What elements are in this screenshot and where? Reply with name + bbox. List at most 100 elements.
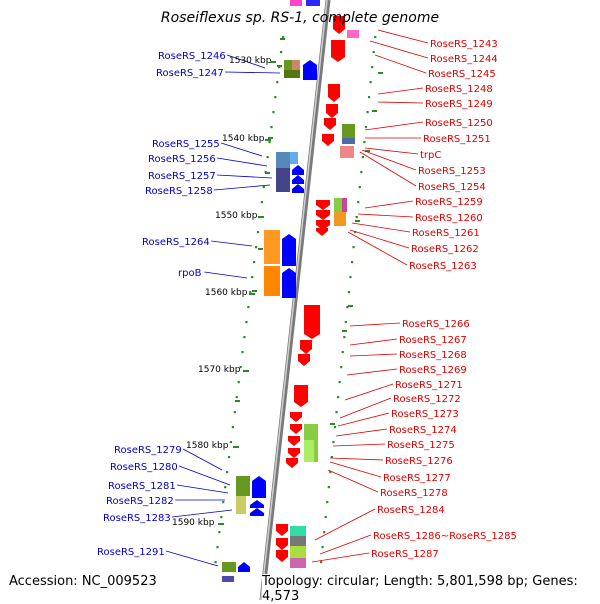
tick-dot bbox=[229, 441, 233, 444]
gene-block bbox=[222, 562, 236, 572]
gene-block bbox=[290, 546, 306, 558]
tick-dot bbox=[233, 411, 236, 414]
gene-block bbox=[342, 138, 355, 144]
gene-block bbox=[222, 576, 234, 582]
reverse-gene-arrow bbox=[290, 424, 302, 434]
kbp-tick bbox=[233, 446, 239, 448]
tick-dash bbox=[258, 248, 263, 250]
right-gene-label: RoseRS_1263 bbox=[409, 261, 477, 272]
tick-dot bbox=[262, 186, 265, 189]
reverse-gene-arrow bbox=[300, 340, 312, 354]
tick-dash bbox=[378, 72, 383, 74]
right-gene-label: RoseRS_1254 bbox=[418, 182, 486, 193]
tick-dot bbox=[329, 471, 332, 474]
right-gene-label: RoseRS_1261 bbox=[412, 228, 480, 239]
forward-gene-arrow bbox=[303, 60, 317, 80]
left-connector bbox=[172, 509, 233, 518]
tick-dot bbox=[218, 531, 221, 534]
right-connector bbox=[319, 534, 372, 555]
forward-gene-arrow bbox=[250, 508, 264, 516]
left-gene-label: RoseRS_1256 bbox=[148, 154, 216, 165]
tick-dot bbox=[235, 396, 238, 399]
tick-dot bbox=[253, 261, 256, 264]
tick-dot bbox=[341, 351, 344, 354]
right-connector bbox=[329, 461, 382, 478]
gene-block bbox=[284, 70, 300, 78]
tick-dot bbox=[350, 261, 354, 264]
reverse-gene-arrow bbox=[331, 40, 345, 62]
tick-dot bbox=[363, 141, 366, 144]
tick-dot bbox=[256, 231, 260, 234]
tick-dot bbox=[355, 216, 358, 219]
tick-dot bbox=[371, 66, 374, 69]
tick-dot bbox=[323, 531, 326, 534]
reverse-gene-arrow bbox=[276, 538, 288, 550]
tick-dot bbox=[216, 546, 219, 549]
gene-block bbox=[290, 152, 298, 164]
tick-dot bbox=[330, 456, 334, 459]
tick-dot bbox=[369, 81, 372, 84]
right-gene-label: RoseRS_1259 bbox=[415, 197, 483, 208]
right-connector bbox=[314, 508, 376, 541]
tick-dash bbox=[330, 423, 335, 425]
left-connector bbox=[211, 240, 253, 247]
reverse-gene-arrow bbox=[304, 305, 320, 339]
kbp-label: 1590 kbp bbox=[172, 518, 215, 528]
right-connector bbox=[361, 149, 417, 171]
gene-block bbox=[342, 124, 355, 138]
right-gene-label: RoseRS_1260 bbox=[415, 213, 483, 224]
right-gene-label: RoseRS_1245 bbox=[428, 69, 496, 80]
right-connector bbox=[329, 457, 384, 461]
tick-dot bbox=[237, 381, 240, 384]
right-connector bbox=[357, 213, 414, 218]
right-gene-label: RoseRS_1262 bbox=[411, 244, 479, 255]
gene-labels: RoseRS_1246 RoseRS_1247 RoseRS_1255 RoseRS_… bbox=[97, 39, 517, 560]
reverse-gene-arrow bbox=[333, 16, 345, 34]
gene-block bbox=[292, 60, 300, 78]
tick-dot bbox=[249, 291, 252, 294]
tick-dash bbox=[235, 400, 240, 402]
right-connector bbox=[359, 151, 417, 187]
tick-dot bbox=[372, 51, 375, 54]
tick-dot bbox=[352, 246, 355, 249]
left-connector bbox=[204, 271, 248, 279]
right-gene-label: RoseRS_1244 bbox=[430, 54, 498, 65]
right-connector bbox=[377, 29, 429, 44]
left-gene-label: RoseRS_1247 bbox=[156, 68, 224, 79]
tick-dash bbox=[355, 220, 360, 222]
tick-dot bbox=[338, 381, 341, 384]
tick-dot bbox=[337, 396, 340, 399]
genome-backbone bbox=[259, 0, 331, 600]
right-connector bbox=[327, 469, 379, 493]
right-gene-label: RoseRS_1267 bbox=[399, 335, 467, 346]
tick-dot bbox=[272, 111, 275, 114]
gene-block bbox=[347, 30, 359, 38]
left-gene-label: RoseRS_1281 bbox=[108, 481, 176, 492]
right-connector bbox=[374, 54, 427, 74]
tick-dot bbox=[344, 321, 347, 324]
left-gene-label: RoseRS_1283 bbox=[103, 513, 171, 524]
label-connectors bbox=[165, 29, 429, 567]
tick-dot bbox=[374, 36, 377, 39]
tick-dot bbox=[319, 561, 323, 564]
left-gene-label: RoseRS_1291 bbox=[97, 547, 165, 558]
gene-block bbox=[304, 440, 314, 462]
tick-dot bbox=[247, 306, 250, 309]
right-connector bbox=[349, 322, 401, 327]
gene-block bbox=[342, 198, 347, 212]
gene-block bbox=[290, 0, 302, 6]
right-gene-label: RoseRS_1266 bbox=[402, 319, 470, 330]
reverse-gene-arrow bbox=[276, 550, 288, 562]
left-gene-label: RoseRS_1264 bbox=[142, 237, 210, 248]
tick-dash bbox=[265, 172, 270, 174]
tick-dot bbox=[335, 411, 338, 414]
tick-dash bbox=[268, 137, 273, 139]
tick-dot bbox=[349, 276, 352, 279]
right-connector bbox=[349, 338, 398, 346]
right-gene-label: RoseRS_1271 bbox=[395, 380, 463, 391]
tick-dot bbox=[326, 501, 329, 504]
kbp-tick bbox=[218, 523, 224, 525]
left-gene-label: RoseRS_1257 bbox=[148, 171, 216, 182]
tick-dot bbox=[226, 471, 229, 474]
right-connector bbox=[344, 383, 394, 401]
